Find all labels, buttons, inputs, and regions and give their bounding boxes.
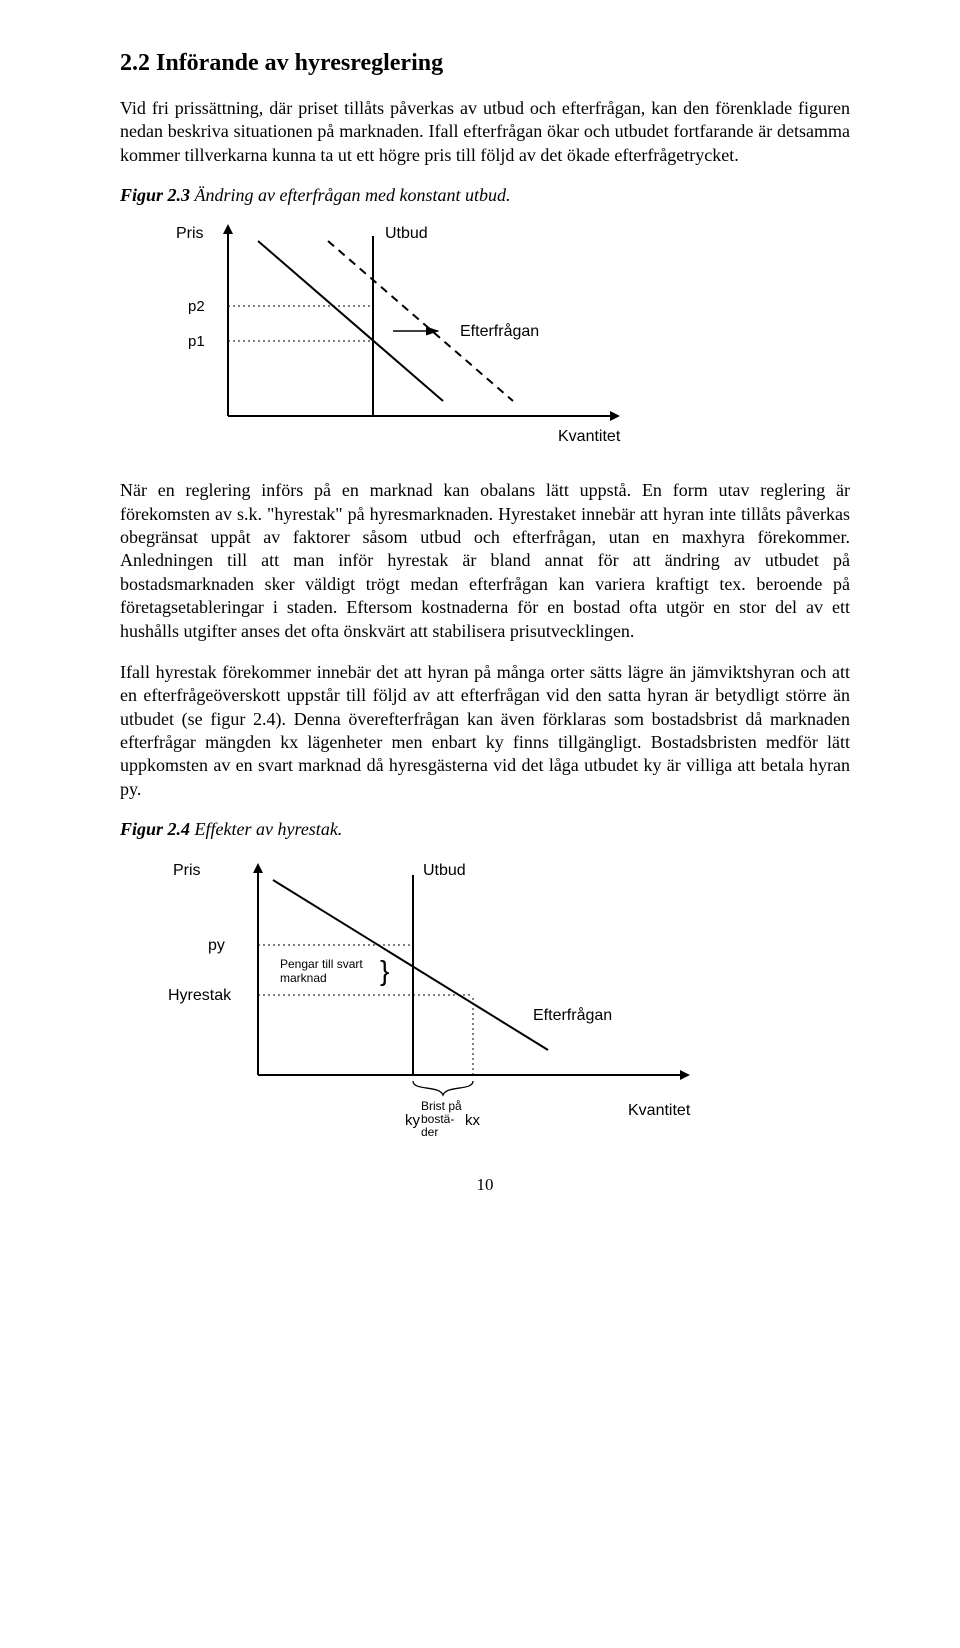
figure-caption: Figur 2.4 Effekter av hyrestak. bbox=[120, 819, 850, 840]
svg-text:Pengar till svart: Pengar till svart bbox=[280, 957, 363, 971]
page-number: 10 bbox=[120, 1175, 850, 1195]
svg-text:Efterfrågan: Efterfrågan bbox=[460, 322, 539, 340]
figure-caption: Figur 2.3 Ändring av efterfrågan med kon… bbox=[120, 185, 850, 206]
figure-number: Figur 2.3 bbox=[120, 185, 190, 205]
svg-text:}: } bbox=[380, 955, 389, 986]
body-paragraph: När en reglering införs på en marknad ka… bbox=[120, 479, 850, 643]
svg-text:Kvantitet: Kvantitet bbox=[558, 428, 621, 445]
svg-text:Efterfrågan: Efterfrågan bbox=[533, 1006, 612, 1024]
svg-text:Utbud: Utbud bbox=[423, 862, 466, 879]
svg-text:Brist på: Brist på bbox=[421, 1099, 462, 1113]
figure-number: Figur 2.4 bbox=[120, 819, 190, 839]
svg-text:Kvantitet: Kvantitet bbox=[628, 1102, 691, 1119]
svg-text:kx: kx bbox=[465, 1112, 481, 1129]
figure-caption-text: Ändring av efterfrågan med konstant utbu… bbox=[190, 185, 510, 205]
svg-text:p1: p1 bbox=[188, 333, 205, 350]
svg-text:py: py bbox=[208, 937, 225, 954]
svg-text:ky: ky bbox=[405, 1112, 421, 1129]
section-heading: 2.2 Införande av hyresreglering bbox=[120, 50, 850, 77]
svg-text:bostä-: bostä- bbox=[421, 1112, 454, 1126]
svg-text:p2: p2 bbox=[188, 298, 205, 315]
svg-text:Pris: Pris bbox=[176, 225, 204, 242]
svg-text:der: der bbox=[421, 1125, 438, 1139]
svg-text:Pris: Pris bbox=[173, 862, 201, 879]
svg-text:Hyrestak: Hyrestak bbox=[168, 987, 232, 1004]
figure-2-3-chart: Pris Utbud p2 p1 Efterfrågan Kvantitet bbox=[148, 216, 850, 461]
svg-text:marknad: marknad bbox=[280, 971, 327, 985]
figure-caption-text: Effekter av hyrestak. bbox=[190, 819, 342, 839]
body-paragraph: Ifall hyrestak förekommer innebär det at… bbox=[120, 661, 850, 801]
svg-text:Utbud: Utbud bbox=[385, 225, 428, 242]
figure-2-4-chart: } Pris Utbud py Hyrestak Pengar till svartmar… bbox=[148, 850, 850, 1145]
body-paragraph: Vid fri prissättning, där priset tillåts… bbox=[120, 97, 850, 167]
